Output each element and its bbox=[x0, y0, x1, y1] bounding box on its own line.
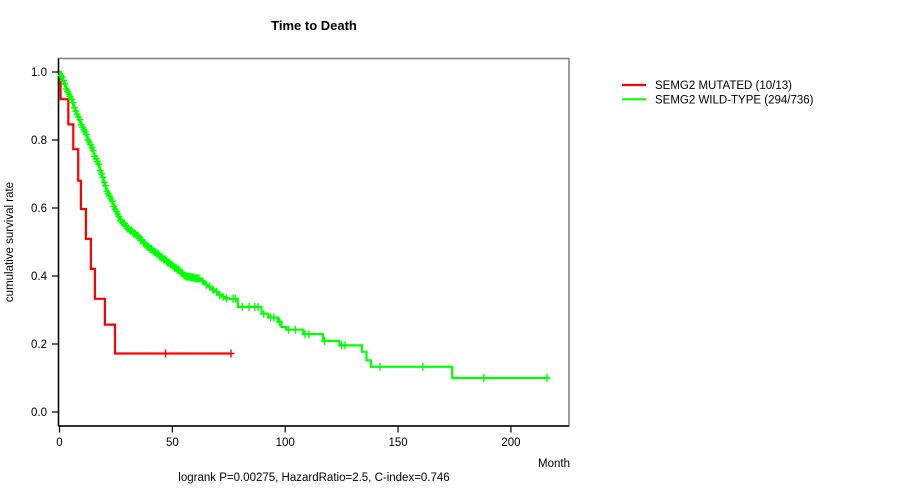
x-tick-label: 200 bbox=[501, 437, 520, 449]
y-axis-label: cumulative survival rate bbox=[4, 182, 16, 302]
chart-title: Time to Death bbox=[271, 18, 357, 33]
x-tick-label: 50 bbox=[166, 437, 179, 449]
survival-curves bbox=[57, 70, 551, 382]
axis-ticks: 0 50 100 150 200 1.0 0.8 0.6 0.4 0.2 0.0 bbox=[31, 67, 520, 449]
x-axis-label: Month bbox=[538, 458, 570, 470]
series-1 bbox=[57, 70, 551, 382]
x-tick-label: 0 bbox=[56, 437, 62, 449]
y-tick-label: 1.0 bbox=[31, 67, 47, 79]
y-tick-label: 0.0 bbox=[31, 407, 47, 419]
stats-annotation: logrank P=0.00275, HazardRatio=2.5, C-in… bbox=[178, 472, 449, 484]
x-tick-label: 100 bbox=[276, 437, 295, 449]
y-tick-label: 0.4 bbox=[31, 271, 48, 283]
series-0 bbox=[59, 70, 235, 358]
legend: SEMG2 MUTATED (10/13) SEMG2 WILD-TYPE (29… bbox=[622, 80, 814, 106]
y-tick-label: 0.8 bbox=[31, 135, 47, 147]
plot-box bbox=[57, 57, 570, 427]
legend-label: SEMG2 WILD-TYPE (294/736) bbox=[655, 94, 814, 106]
survival-curve bbox=[59, 70, 231, 355]
legend-label: SEMG2 MUTATED (10/13) bbox=[655, 80, 792, 92]
x-tick-label: 150 bbox=[388, 437, 407, 449]
y-tick-label: 0.2 bbox=[31, 339, 47, 351]
y-tick-label: 0.6 bbox=[31, 203, 47, 215]
